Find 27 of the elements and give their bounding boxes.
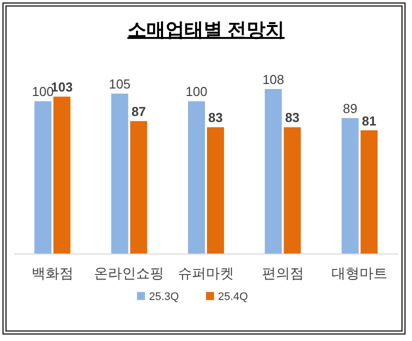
bar — [207, 127, 224, 254]
data-label: 87 — [131, 104, 146, 120]
data-label: 89 — [342, 101, 358, 116]
data-label: 100 — [186, 84, 208, 100]
bar — [342, 118, 359, 254]
bar — [188, 101, 205, 254]
data-label: 108 — [262, 72, 284, 88]
x-tick-label: 온라인쇼핑 — [94, 265, 164, 281]
legend-label: 25.3Q — [149, 291, 180, 303]
data-label: 100 — [32, 84, 54, 100]
legend-label: 25.4Q — [218, 291, 248, 303]
x-tick-label: 슈퍼마켓 — [178, 265, 234, 281]
bar — [34, 101, 52, 254]
bar — [284, 127, 301, 254]
bar — [111, 94, 128, 254]
chart-title: 소매업태별 전망치 — [127, 20, 285, 41]
bar — [264, 89, 282, 254]
x-tick-label: 편의점 — [262, 265, 304, 281]
bar — [130, 121, 148, 254]
bar — [53, 96, 70, 254]
data-label: 83 — [285, 110, 300, 126]
data-label: 81 — [362, 113, 376, 128]
x-tick-label: 백화점 — [31, 265, 74, 281]
data-label: 83 — [208, 110, 223, 126]
data-label: 105 — [108, 76, 131, 92]
x-tick-label: 대형마트 — [332, 265, 388, 281]
bar — [360, 130, 378, 254]
